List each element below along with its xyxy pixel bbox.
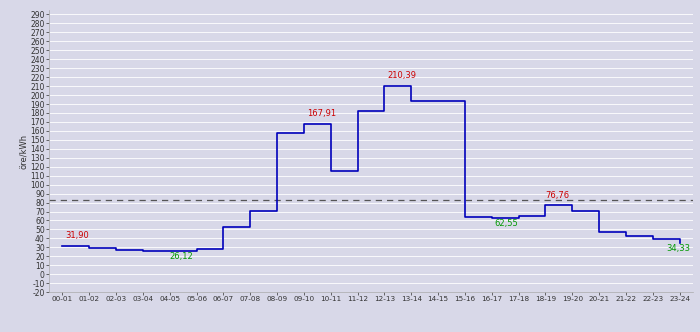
- Text: 210,39: 210,39: [387, 71, 416, 80]
- Y-axis label: öre/kWh: öre/kWh: [19, 133, 27, 169]
- Text: 26,12: 26,12: [169, 252, 193, 261]
- Text: 167,91: 167,91: [307, 110, 336, 119]
- Text: 31,90: 31,90: [65, 231, 89, 240]
- Text: 34,33: 34,33: [666, 244, 690, 253]
- Text: 62,55: 62,55: [494, 219, 518, 228]
- Text: 76,76: 76,76: [545, 191, 570, 200]
